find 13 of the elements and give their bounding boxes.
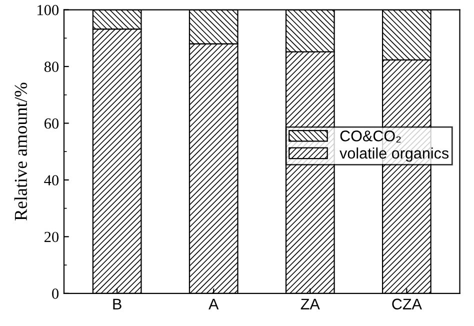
legend-label: CO&CO₂ — [340, 130, 401, 143]
y-tick-label: 0 — [52, 288, 59, 299]
x-tick-label: B — [113, 298, 122, 310]
x-tick-label: A — [208, 298, 219, 310]
y-tick-label: 80 — [44, 62, 59, 72]
x-tick-label: ZA — [300, 298, 320, 310]
y-axis-title: Relative amount/% — [14, 82, 28, 221]
y-tick-label: 40 — [44, 175, 59, 186]
x-tick-label: CZA — [392, 298, 422, 310]
y-tick-label: 100 — [38, 4, 59, 16]
legend-label: volatile organics — [340, 147, 449, 162]
y-tick-label: 60 — [44, 118, 59, 129]
y-tick-label: 20 — [44, 232, 59, 242]
